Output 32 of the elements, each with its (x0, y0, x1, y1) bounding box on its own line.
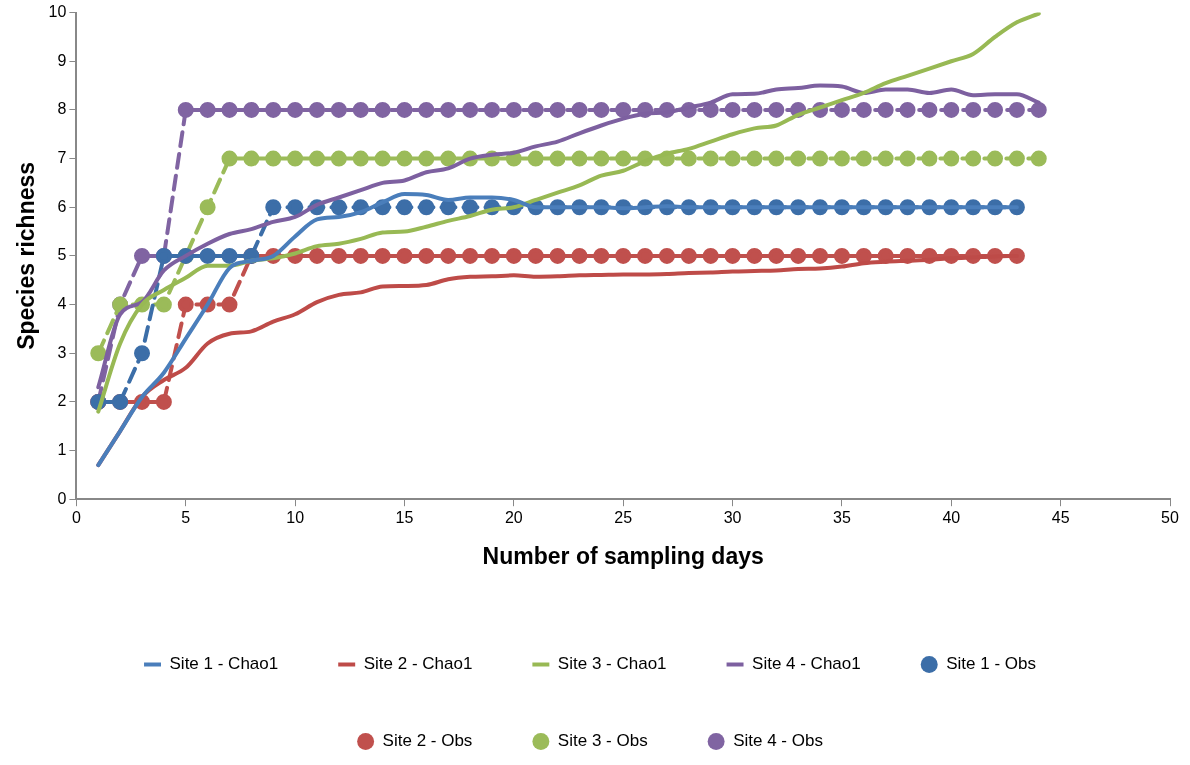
x-tick-label: 35 (833, 509, 851, 527)
x-tick-label: 0 (71, 509, 81, 527)
legend-label: Site 1 - Chao1 (169, 654, 279, 674)
x-tick-label: 25 (614, 509, 633, 527)
y-tick-label: 8 (57, 100, 67, 118)
x-tick-label: 10 (286, 509, 305, 527)
x-tick-label: 15 (395, 509, 414, 527)
y-tick-label: 2 (57, 392, 67, 410)
y-tick-label: 9 (57, 51, 67, 69)
legend-label: Site 3 - Chao1 (557, 654, 667, 674)
x-tick-label: 45 (1051, 509, 1070, 527)
y-axis-title: Species richness (13, 161, 40, 350)
x-tick-label: 20 (504, 509, 523, 527)
y-tick-label: 7 (57, 148, 67, 166)
y-tick-label: 4 (57, 294, 67, 312)
y-tick-label: 5 (57, 246, 67, 264)
legend-label: Site 4 - Chao1 (752, 654, 861, 674)
y-tick-label: 6 (57, 197, 67, 215)
x-axis-title: Number of sampling days (482, 542, 764, 569)
x-tick-label: 5 (181, 509, 191, 527)
x-tick-label: 50 (1161, 509, 1179, 527)
legend-label: Site 4 - Obs (733, 731, 823, 751)
y-tick-label: 1 (57, 440, 67, 458)
y-tick-label: 10 (48, 3, 67, 21)
legend-label: Site 1 - Obs (946, 654, 1036, 674)
legend-label: Site 2 - Obs (382, 731, 473, 751)
x-tick-label: 40 (942, 509, 961, 527)
legend-label: Site 3 - Obs (557, 731, 648, 751)
x-tick-label: 30 (723, 509, 742, 527)
legend-label: Site 2 - Chao1 (363, 654, 473, 674)
y-tick-label: 0 (57, 489, 67, 507)
y-tick-label: 3 (57, 343, 67, 361)
